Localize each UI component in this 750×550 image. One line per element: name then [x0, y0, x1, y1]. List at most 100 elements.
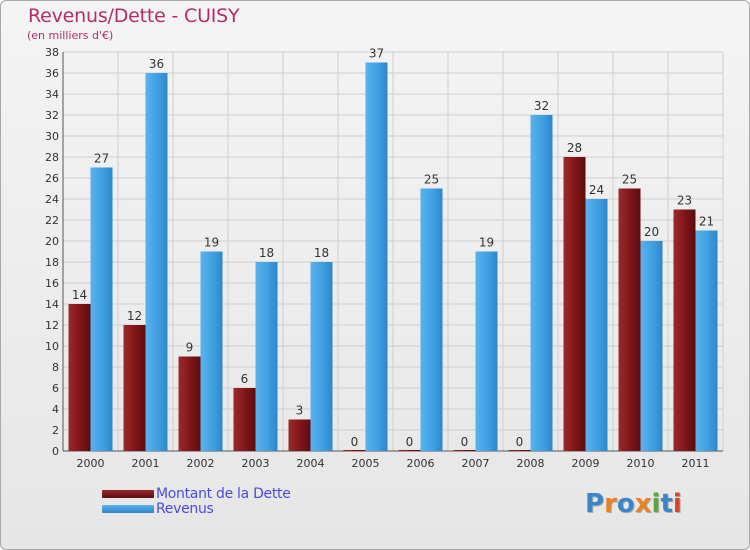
- data-label-dette: 0: [516, 435, 524, 449]
- y-tick-label: 30: [45, 130, 59, 143]
- x-tick-label: 2011: [682, 457, 710, 470]
- bar-dette: [618, 188, 641, 451]
- x-tick-label: 2000: [77, 457, 105, 470]
- logo-letter: r: [604, 489, 617, 519]
- x-tick-label: 2009: [572, 457, 600, 470]
- logo-letter: i: [672, 489, 682, 519]
- y-tick-label: 10: [45, 340, 59, 353]
- y-tick-label: 20: [45, 235, 59, 248]
- bar-revenus: [90, 167, 113, 451]
- y-tick-label: 36: [45, 67, 59, 80]
- bar-dette: [673, 209, 696, 451]
- x-tick-label: 2010: [627, 457, 655, 470]
- legend-label-dette: Montant de la Dette: [156, 486, 291, 502]
- chart-subtitle: (en milliers d'€): [27, 29, 114, 42]
- logo-letter: x: [634, 489, 652, 519]
- bar-revenus: [255, 262, 278, 451]
- x-tick-label: 2006: [407, 457, 435, 470]
- logo-letter: i: [651, 489, 661, 519]
- logo-letter: o: [616, 489, 635, 519]
- y-tick-label: 2: [52, 424, 59, 437]
- bar-dette: [178, 356, 201, 451]
- data-label-dette: 6: [241, 372, 249, 386]
- bars: [68, 62, 718, 451]
- y-tick-label: 28: [45, 151, 59, 164]
- bar-revenus: [585, 199, 608, 451]
- data-label-revenus: 36: [149, 57, 164, 71]
- x-tick-label: 2002: [187, 457, 215, 470]
- bar-revenus: [365, 62, 388, 451]
- logo-letter: t: [660, 489, 673, 519]
- y-tick-label: 4: [52, 403, 59, 416]
- data-label-dette: 28: [567, 141, 582, 155]
- bar-dette: [343, 450, 366, 451]
- chart-title: Revenus/Dette - CUISY: [28, 5, 240, 27]
- data-label-dette: 25: [622, 173, 637, 187]
- data-label-dette: 12: [127, 309, 142, 323]
- data-label-dette: 23: [677, 194, 692, 208]
- y-tick-label: 18: [45, 256, 59, 269]
- bar-dette: [288, 419, 311, 451]
- bar-dette: [233, 388, 256, 451]
- bar-revenus: [200, 251, 223, 451]
- data-label-dette: 3: [296, 404, 304, 418]
- bar-revenus: [310, 262, 333, 451]
- y-tick-label: 14: [45, 298, 59, 311]
- y-tick-label: 34: [45, 88, 59, 101]
- y-tick-label: 8: [52, 361, 59, 374]
- data-label-revenus: 37: [369, 47, 384, 61]
- data-label-revenus: 21: [699, 215, 714, 229]
- data-labels: 14 27 12 36 9 19 6 18 3 18 0 37 0 25 0 19 0 32 28 24 25 20 23 2…: [72, 47, 714, 450]
- bar-dette: [563, 157, 586, 451]
- data-label-revenus: 27: [94, 152, 109, 166]
- proxiti-logo: Proxiti: [585, 489, 682, 519]
- bar-revenus: [530, 115, 553, 451]
- bar-dette: [398, 450, 421, 451]
- y-tick-label: 24: [45, 193, 59, 206]
- x-tick-label: 2004: [297, 457, 325, 470]
- y-tick-label: 38: [45, 46, 59, 59]
- data-label-revenus: 32: [534, 99, 549, 113]
- legend-swatch-revenus: [102, 505, 154, 513]
- y-tick-label: 22: [45, 214, 59, 227]
- data-label-dette: 14: [72, 288, 87, 302]
- bar-revenus: [145, 73, 168, 451]
- bar-dette: [68, 304, 91, 451]
- x-tick-label: 2007: [462, 457, 490, 470]
- data-label-revenus: 24: [589, 183, 604, 197]
- data-label-revenus: 18: [259, 246, 274, 260]
- y-tick-label: 12: [45, 319, 59, 332]
- bar-revenus: [475, 251, 498, 451]
- data-label-revenus: 19: [204, 236, 219, 250]
- data-label-dette: 9: [186, 341, 194, 355]
- logo-letter: P: [585, 489, 605, 519]
- bar-revenus: [420, 188, 443, 451]
- legend-swatch-dette: [102, 490, 154, 498]
- data-label-revenus: 20: [644, 225, 659, 239]
- data-label-revenus: 19: [479, 236, 494, 250]
- y-tick-label: 16: [45, 277, 59, 290]
- grid-lines: [62, 51, 724, 452]
- data-label-revenus: 18: [314, 246, 329, 260]
- y-tick-label: 32: [45, 109, 59, 122]
- y-tick-label: 6: [52, 382, 59, 395]
- x-tick-label: 2001: [132, 457, 160, 470]
- x-tick-label: 2005: [352, 457, 380, 470]
- bar-dette: [453, 450, 476, 451]
- bar-dette: [508, 450, 531, 451]
- bar-dette: [123, 325, 146, 451]
- x-tick-label: 2003: [242, 457, 270, 470]
- data-label-revenus: 25: [424, 173, 439, 187]
- bar-revenus: [640, 241, 663, 451]
- bar-revenus: [695, 230, 718, 451]
- x-tick-label: 2008: [517, 457, 545, 470]
- data-label-dette: 0: [406, 435, 414, 449]
- data-label-dette: 0: [351, 435, 359, 449]
- legend-label-revenus: Revenus: [156, 501, 214, 517]
- y-tick-label: 0: [52, 445, 59, 458]
- data-label-dette: 0: [461, 435, 469, 449]
- y-tick-label: 26: [45, 172, 59, 185]
